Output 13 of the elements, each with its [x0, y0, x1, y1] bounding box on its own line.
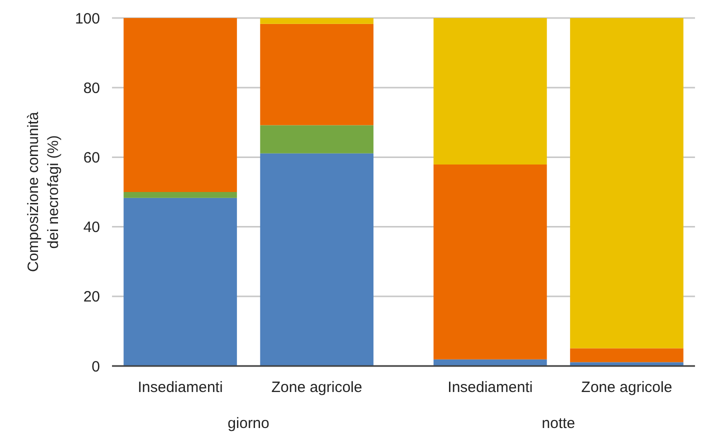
text: notte — [542, 415, 576, 432]
y-tick-label: 20 — [83, 288, 100, 306]
y-tick-label: 80 — [83, 80, 100, 97]
y-tick-label: 40 — [83, 219, 100, 236]
y-tick-label: 0 — [92, 358, 100, 376]
x-tick-label: Insediamenti — [138, 379, 223, 396]
x-tick-label: Insediamenti — [448, 379, 533, 396]
text: giorno — [228, 415, 270, 432]
y-tick-label: 100 — [74, 10, 100, 28]
y-axis-title: Composizione comunità dei necrofagi (%) — [25, 111, 62, 272]
x-tick-label: Zone agricole — [271, 379, 362, 396]
x-tick-label: Zone agricole — [581, 379, 672, 396]
y-tick-label: 60 — [83, 149, 100, 166]
